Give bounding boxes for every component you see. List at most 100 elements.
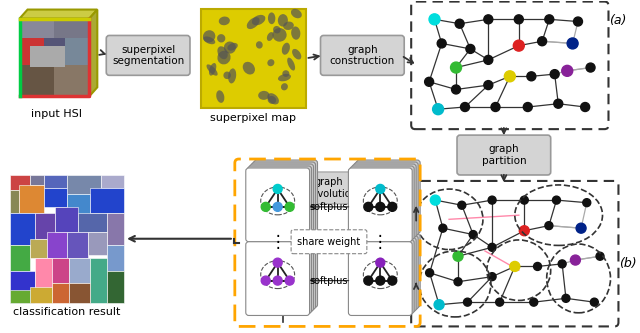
Ellipse shape — [287, 58, 295, 71]
Circle shape — [425, 77, 434, 86]
Circle shape — [437, 39, 446, 48]
Circle shape — [453, 251, 463, 261]
FancyBboxPatch shape — [248, 166, 312, 240]
FancyBboxPatch shape — [253, 234, 317, 307]
Polygon shape — [65, 38, 90, 65]
Circle shape — [519, 226, 529, 236]
Circle shape — [458, 201, 466, 209]
Ellipse shape — [291, 26, 300, 40]
Circle shape — [463, 298, 472, 306]
Ellipse shape — [281, 83, 288, 90]
Ellipse shape — [283, 22, 294, 30]
Circle shape — [530, 298, 538, 306]
Text: share weight: share weight — [298, 237, 360, 247]
Circle shape — [562, 294, 570, 302]
Circle shape — [426, 269, 434, 277]
Ellipse shape — [256, 41, 263, 49]
FancyBboxPatch shape — [351, 166, 414, 240]
Circle shape — [554, 99, 563, 108]
FancyBboxPatch shape — [246, 242, 310, 315]
FancyBboxPatch shape — [321, 36, 404, 75]
Ellipse shape — [252, 15, 266, 25]
Ellipse shape — [291, 9, 302, 18]
Ellipse shape — [278, 14, 288, 27]
Circle shape — [527, 72, 536, 81]
Circle shape — [452, 85, 461, 94]
Circle shape — [491, 103, 500, 112]
Text: (a): (a) — [609, 14, 627, 27]
Circle shape — [515, 15, 524, 24]
Circle shape — [552, 196, 561, 204]
Circle shape — [273, 276, 282, 285]
Circle shape — [273, 202, 282, 211]
Circle shape — [596, 252, 604, 260]
Text: graph
construction: graph construction — [330, 45, 395, 66]
Ellipse shape — [216, 90, 225, 103]
FancyBboxPatch shape — [348, 242, 412, 315]
Polygon shape — [10, 213, 35, 245]
FancyBboxPatch shape — [106, 36, 190, 75]
Polygon shape — [20, 65, 54, 96]
Circle shape — [451, 62, 461, 73]
Polygon shape — [107, 245, 124, 271]
Circle shape — [439, 224, 447, 232]
Ellipse shape — [227, 43, 238, 51]
Polygon shape — [44, 188, 67, 207]
Ellipse shape — [273, 28, 287, 42]
FancyBboxPatch shape — [250, 164, 314, 238]
Polygon shape — [54, 19, 90, 38]
Text: ⋮: ⋮ — [372, 233, 388, 251]
FancyBboxPatch shape — [248, 240, 312, 313]
FancyBboxPatch shape — [353, 164, 416, 238]
Polygon shape — [56, 207, 78, 232]
Ellipse shape — [282, 43, 290, 55]
Circle shape — [573, 17, 582, 26]
Polygon shape — [35, 213, 56, 239]
Ellipse shape — [268, 96, 276, 104]
Circle shape — [484, 15, 493, 24]
Circle shape — [534, 262, 541, 270]
FancyBboxPatch shape — [457, 135, 550, 175]
Text: graph
convolution: graph convolution — [301, 177, 357, 199]
Polygon shape — [44, 175, 67, 188]
Polygon shape — [47, 232, 67, 258]
Ellipse shape — [203, 30, 215, 43]
Ellipse shape — [273, 26, 281, 33]
Polygon shape — [67, 175, 101, 194]
Polygon shape — [20, 19, 54, 38]
Polygon shape — [10, 271, 35, 302]
Circle shape — [466, 44, 475, 53]
Ellipse shape — [243, 62, 255, 75]
Polygon shape — [30, 46, 65, 68]
Circle shape — [430, 195, 440, 205]
Circle shape — [455, 19, 464, 28]
Polygon shape — [107, 213, 124, 245]
FancyBboxPatch shape — [356, 160, 420, 234]
Text: softplus: softplus — [310, 202, 348, 212]
Ellipse shape — [268, 93, 279, 105]
Circle shape — [576, 223, 586, 233]
FancyBboxPatch shape — [355, 162, 418, 236]
FancyBboxPatch shape — [250, 238, 314, 311]
Circle shape — [273, 184, 282, 193]
Text: (b): (b) — [620, 257, 637, 270]
Text: classification result: classification result — [13, 307, 120, 317]
Polygon shape — [44, 38, 65, 57]
Polygon shape — [90, 188, 124, 213]
FancyBboxPatch shape — [294, 172, 364, 204]
Text: superpixel
segmentation: superpixel segmentation — [112, 45, 184, 66]
Circle shape — [583, 199, 591, 207]
Ellipse shape — [247, 17, 260, 29]
Ellipse shape — [267, 32, 274, 41]
Circle shape — [513, 40, 524, 51]
Circle shape — [376, 258, 385, 267]
Ellipse shape — [223, 72, 231, 79]
Polygon shape — [10, 245, 30, 271]
Circle shape — [454, 278, 462, 286]
Circle shape — [484, 81, 493, 90]
Circle shape — [488, 273, 496, 281]
Ellipse shape — [282, 70, 289, 77]
Text: input HSI: input HSI — [31, 109, 82, 119]
FancyBboxPatch shape — [252, 162, 316, 236]
Polygon shape — [30, 239, 47, 258]
